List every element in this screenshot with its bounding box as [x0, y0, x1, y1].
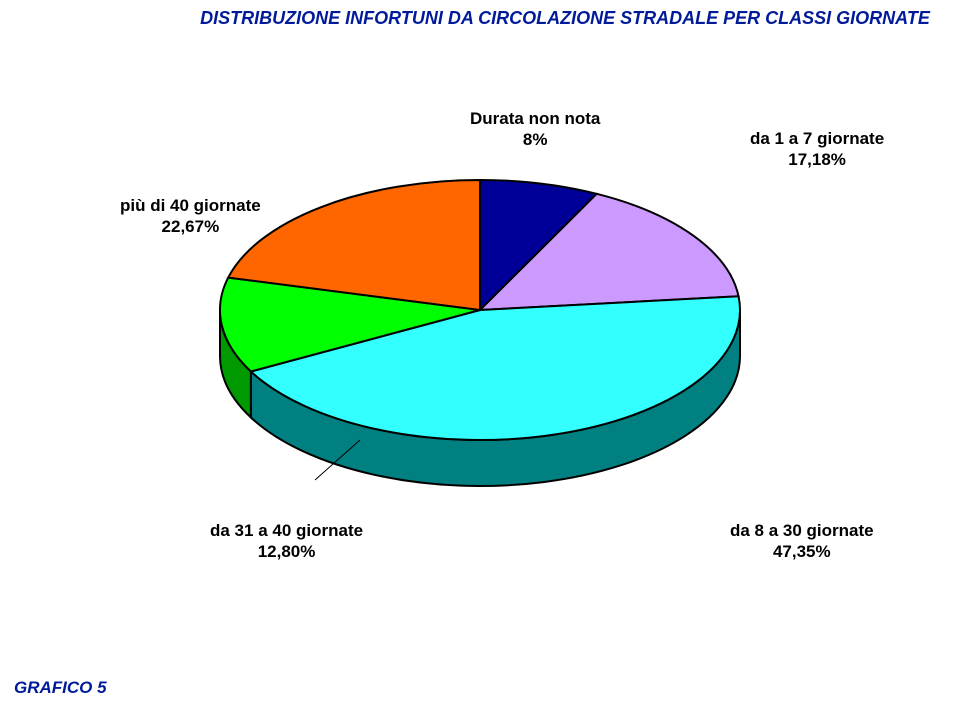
slice-label-line2: 8%	[470, 129, 600, 150]
slice-label: da 8 a 30 giornate47,35%	[730, 520, 874, 563]
chart-footer: GRAFICO 5	[14, 678, 107, 698]
slice-label: da 31 a 40 giornate12,80%	[210, 520, 363, 563]
slice-label-line1: da 31 a 40 giornate	[210, 520, 363, 541]
slice-label: più di 40 giornate22,67%	[120, 195, 261, 238]
slice-label-line2: 47,35%	[730, 541, 874, 562]
slice-label-line2: 12,80%	[210, 541, 363, 562]
slice-label-line2: 17,18%	[750, 149, 884, 170]
slice-label: da 1 a 7 giornate17,18%	[750, 128, 884, 171]
slice-label-line1: da 8 a 30 giornate	[730, 520, 874, 541]
slice-label-line1: Durata non nota	[470, 108, 600, 129]
slice-label: Durata non nota8%	[470, 108, 600, 151]
slice-label-line1: più di 40 giornate	[120, 195, 261, 216]
slice-label-line2: 22,67%	[120, 216, 261, 237]
slice-label-line1: da 1 a 7 giornate	[750, 128, 884, 149]
chart-title: DISTRIBUZIONE INFORTUNI DA CIRCOLAZIONE …	[0, 8, 960, 29]
pie-chart	[200, 140, 760, 520]
